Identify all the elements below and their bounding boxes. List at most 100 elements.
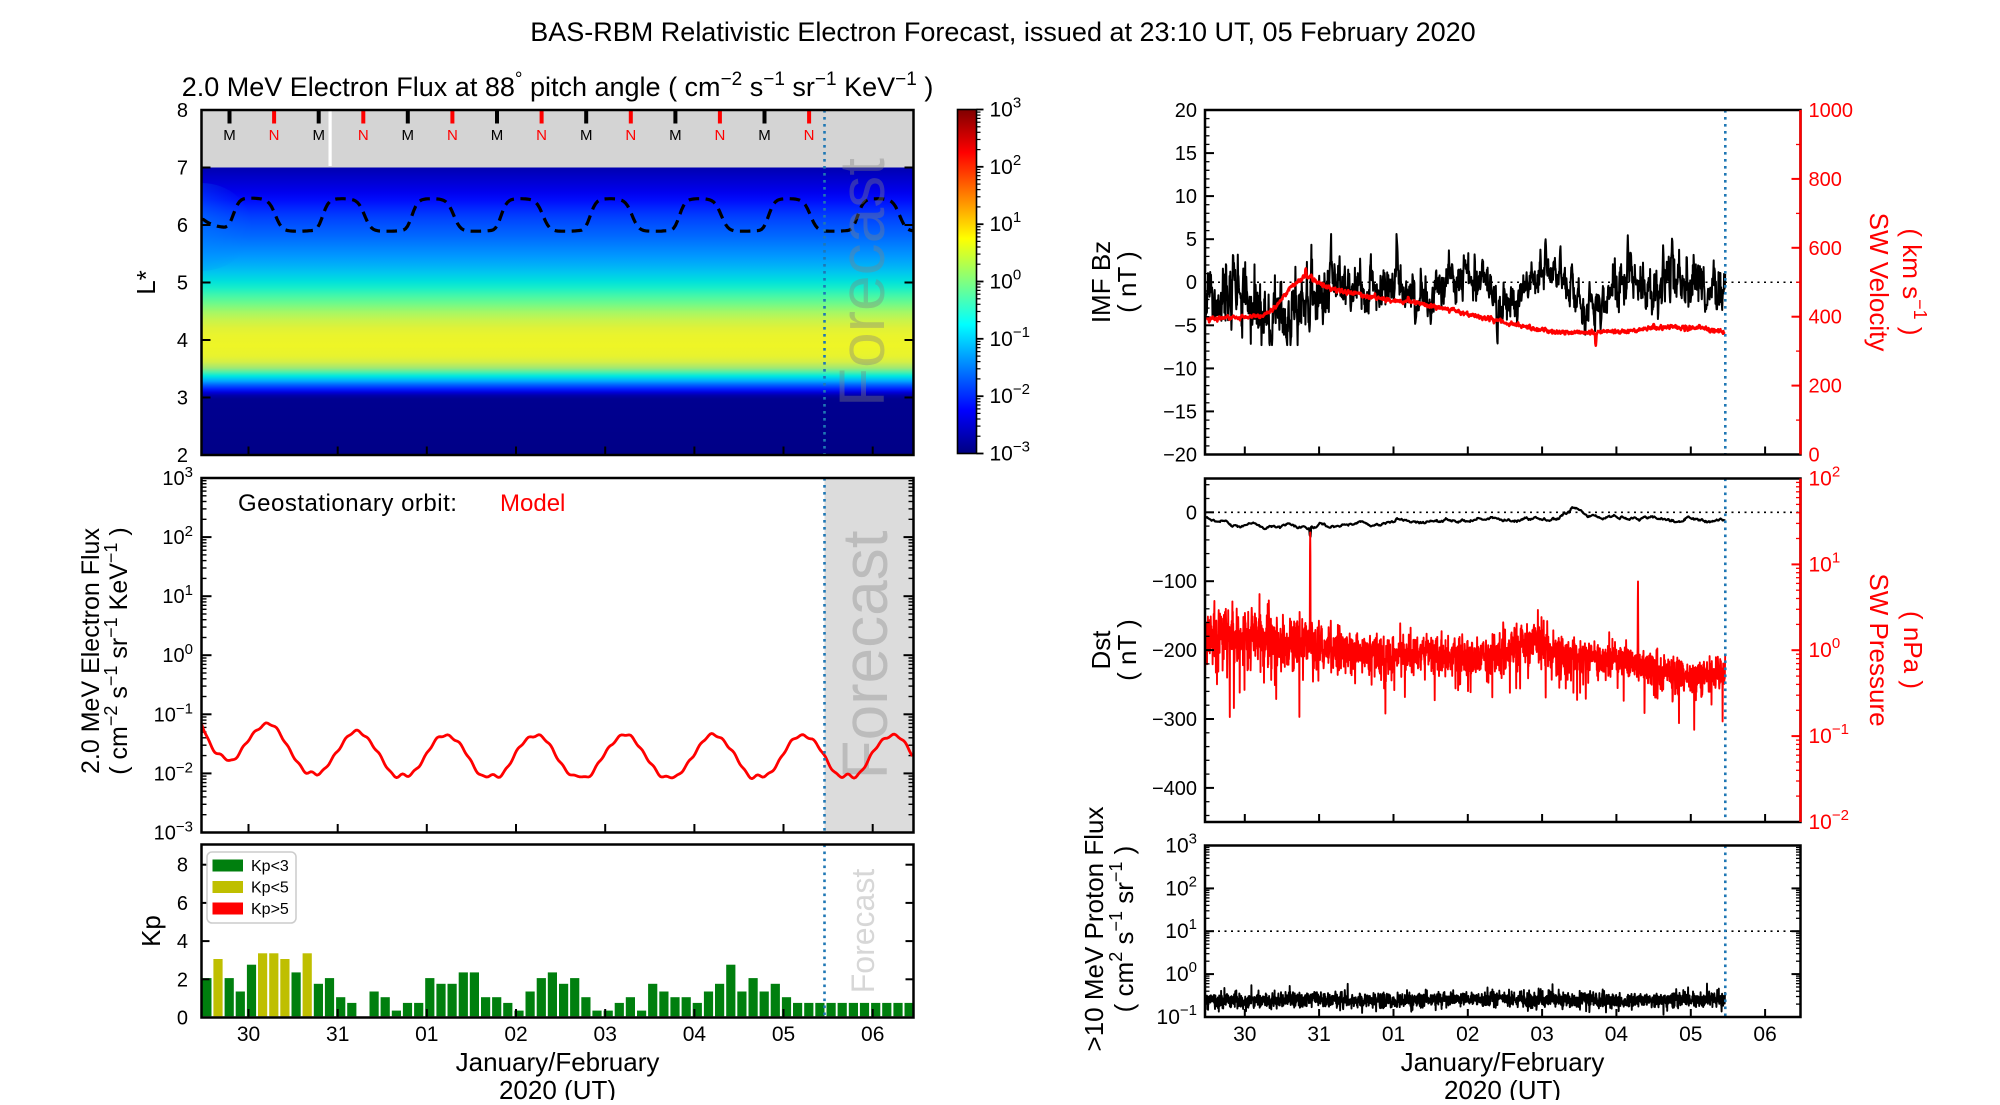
svg-text:200: 200 [1809, 376, 1842, 398]
svg-text:Forecast: Forecast [829, 530, 901, 779]
svg-text:10: 10 [1175, 186, 1197, 208]
svg-text:−15: −15 [1163, 401, 1197, 423]
svg-text:100: 100 [1165, 959, 1197, 986]
svg-text:M: M [491, 127, 504, 144]
svg-text:01: 01 [1382, 1023, 1405, 1046]
svg-text:103: 103 [162, 464, 193, 490]
svg-text:01: 01 [415, 1023, 438, 1046]
svg-text:BAS-RBM Relativistic Electron: BAS-RBM Relativistic Electron Forecast, … [530, 17, 1475, 47]
svg-text:101: 101 [1809, 549, 1841, 576]
svg-text:06: 06 [1753, 1023, 1776, 1046]
svg-text:( nT ): ( nT ) [1112, 619, 1142, 681]
svg-text:0: 0 [177, 1008, 188, 1030]
svg-text:2020 (UT): 2020 (UT) [1444, 1075, 1561, 1100]
svg-text:102: 102 [162, 523, 193, 549]
svg-text:101: 101 [1165, 916, 1197, 943]
svg-text:( nT ): ( nT ) [1112, 251, 1142, 313]
svg-text:Forecast: Forecast [826, 158, 898, 407]
svg-text:N: N [714, 127, 725, 144]
svg-text:02: 02 [1456, 1023, 1479, 1046]
svg-text:−10: −10 [1163, 358, 1197, 380]
svg-text:Kp<5: Kp<5 [251, 880, 289, 897]
svg-text:M: M [312, 127, 325, 144]
svg-text:3: 3 [177, 388, 188, 410]
svg-text:103: 103 [990, 95, 1022, 122]
svg-text:−200: −200 [1152, 640, 1197, 662]
svg-text:M: M [669, 127, 682, 144]
svg-text:600: 600 [1809, 238, 1842, 260]
svg-text:( km s−1 ): ( km s−1 ) [1897, 228, 1930, 335]
svg-text:2.0 MeV Electron Flux: 2.0 MeV Electron Flux [77, 528, 105, 774]
svg-text:31: 31 [326, 1023, 349, 1046]
svg-text:10−1: 10−1 [1157, 1002, 1197, 1029]
svg-text:6: 6 [177, 893, 188, 915]
svg-text:−100: −100 [1152, 571, 1197, 593]
svg-text:103: 103 [1165, 831, 1197, 858]
svg-text:02: 02 [504, 1023, 527, 1046]
svg-text:4: 4 [177, 330, 188, 352]
svg-text:N: N [358, 127, 369, 144]
svg-text:Dst: Dst [1086, 630, 1116, 670]
svg-text:03: 03 [594, 1023, 617, 1046]
svg-text:N: N [269, 127, 280, 144]
svg-text:30: 30 [1233, 1023, 1256, 1046]
svg-text:20: 20 [1175, 100, 1197, 122]
svg-text:2.0 MeV Electron Flux at 88° p: 2.0 MeV Electron Flux at 88° pitch angle… [182, 69, 934, 102]
svg-text:8: 8 [177, 100, 188, 122]
svg-text:( nPa ): ( nPa ) [1898, 611, 1928, 689]
svg-text:2: 2 [177, 445, 188, 467]
svg-text:102: 102 [990, 152, 1022, 179]
svg-text:100: 100 [1809, 635, 1841, 662]
svg-text:N: N [625, 127, 636, 144]
svg-text:−400: −400 [1152, 778, 1197, 800]
svg-text:M: M [402, 127, 415, 144]
svg-text:15: 15 [1175, 143, 1197, 165]
svg-text:101: 101 [162, 582, 193, 608]
svg-text:SW Pressure: SW Pressure [1864, 573, 1894, 726]
svg-text:−300: −300 [1152, 709, 1197, 731]
svg-text:Kp<3: Kp<3 [251, 858, 289, 875]
svg-text:Kp: Kp [136, 915, 166, 947]
svg-text:102: 102 [1165, 873, 1197, 900]
svg-text:M: M [580, 127, 593, 144]
svg-text:Model: Model [500, 490, 565, 517]
svg-text:SW Velocity: SW Velocity [1864, 213, 1894, 352]
svg-text:100: 100 [990, 267, 1022, 294]
svg-text:05: 05 [1679, 1023, 1702, 1046]
svg-text:( cm−2 s−1 sr−1 KeV−1 ): ( cm−2 s−1 sr−1 KeV−1 ) [101, 527, 133, 774]
svg-text:N: N [447, 127, 458, 144]
svg-text:January/February: January/February [1401, 1047, 1605, 1077]
svg-text:101: 101 [990, 209, 1022, 236]
svg-text:400: 400 [1809, 307, 1842, 329]
svg-text:10−2: 10−2 [990, 381, 1030, 408]
svg-text:>10 MeV Proton Flux: >10 MeV Proton Flux [1079, 807, 1109, 1052]
svg-text:Kp>5: Kp>5 [251, 901, 289, 918]
svg-text:−20: −20 [1163, 445, 1197, 467]
svg-text:( cm2 s−1 sr−1 ): ( cm2 s−1 sr−1 ) [1106, 846, 1139, 1013]
svg-text:6: 6 [177, 215, 188, 237]
svg-text:5: 5 [1186, 229, 1197, 251]
svg-text:10−3: 10−3 [154, 819, 193, 845]
svg-text:03: 03 [1530, 1023, 1553, 1046]
svg-text:10−1: 10−1 [154, 700, 193, 726]
svg-text:8: 8 [177, 855, 188, 877]
svg-text:04: 04 [683, 1023, 707, 1046]
svg-text:2020 (UT): 2020 (UT) [499, 1075, 616, 1100]
svg-text:800: 800 [1809, 169, 1842, 191]
svg-text:05: 05 [772, 1023, 795, 1046]
svg-text:5: 5 [177, 273, 188, 295]
svg-text:4: 4 [177, 931, 188, 953]
svg-text:Geostationary orbit:: Geostationary orbit: [238, 490, 457, 517]
svg-text:N: N [536, 127, 547, 144]
svg-text:10−3: 10−3 [990, 439, 1030, 466]
svg-text:0: 0 [1809, 445, 1820, 467]
svg-text:0: 0 [1186, 502, 1197, 524]
svg-text:M: M [223, 127, 236, 144]
svg-text:2: 2 [177, 969, 188, 991]
svg-text:30: 30 [237, 1023, 260, 1046]
svg-text:10−1: 10−1 [990, 324, 1030, 351]
svg-text:10−2: 10−2 [154, 759, 193, 785]
svg-text:−5: −5 [1174, 315, 1197, 337]
svg-text:Forecast: Forecast [845, 869, 881, 994]
svg-text:102: 102 [1809, 464, 1841, 491]
